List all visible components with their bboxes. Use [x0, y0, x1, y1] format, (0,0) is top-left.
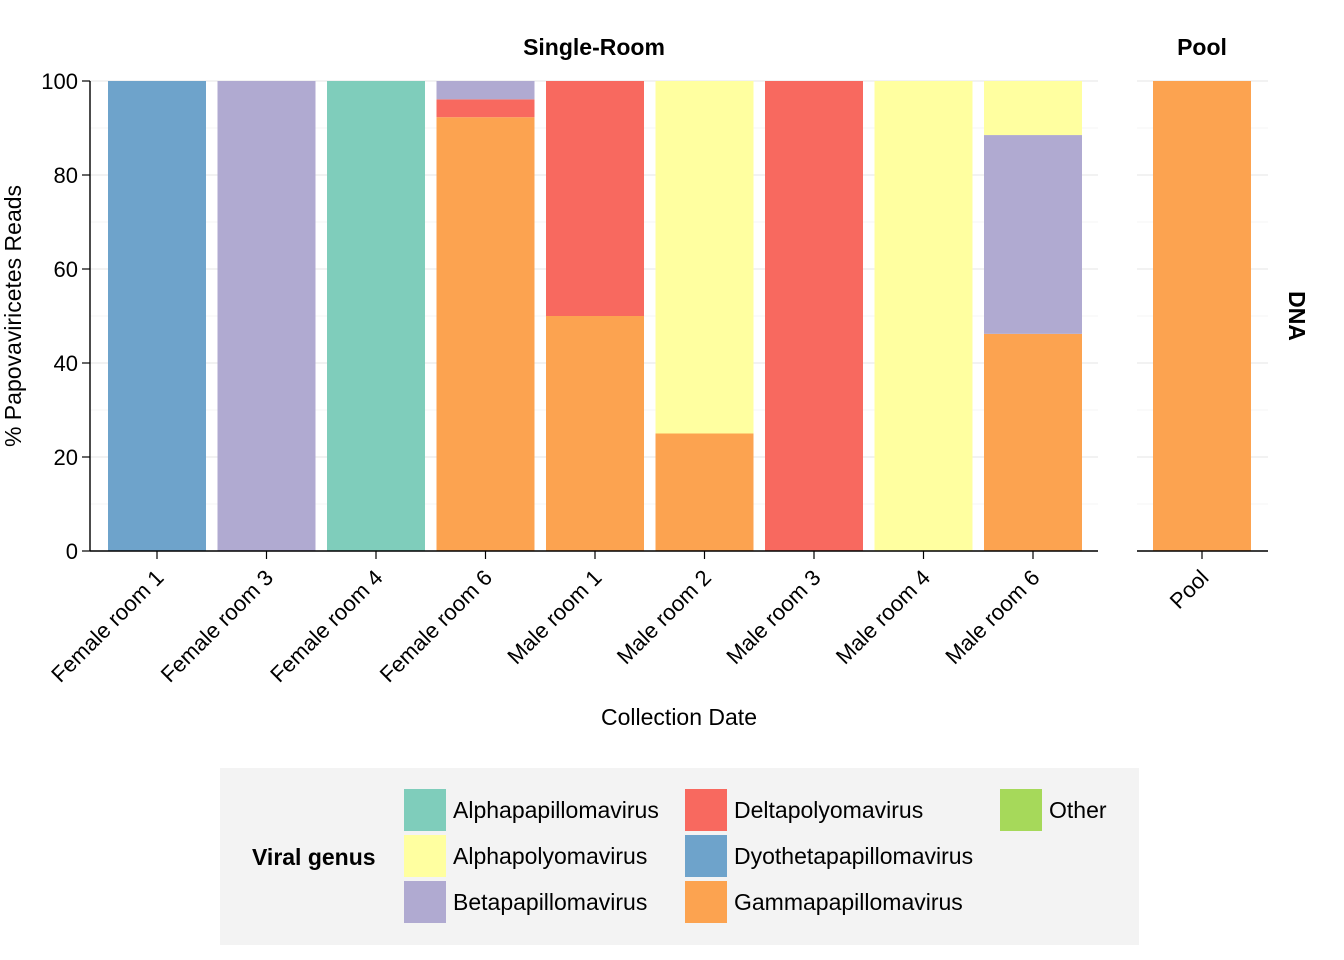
- legend-item-alphapapillomavirus: Alphapapillomavirus: [404, 789, 659, 831]
- legend-label: Betapapillomavirus: [453, 888, 648, 915]
- x-tick-label: Male room 4: [831, 565, 935, 669]
- x-tick-label: Male room 6: [940, 565, 1044, 669]
- bar-segment: [546, 81, 644, 316]
- panel-title-pool: Pool: [1177, 34, 1227, 60]
- legend-item-dyothetapapillomavirus: Dyothetapapillomavirus: [685, 835, 973, 877]
- x-tick-label: Male room 2: [612, 565, 716, 669]
- legend-item-alphapolyomavirus: Alphapolyomavirus: [404, 835, 647, 877]
- x-tick-label: Female room 6: [375, 565, 497, 687]
- y-tick-label: 100: [41, 69, 78, 94]
- bar-segment: [655, 433, 754, 551]
- bar-segment: [108, 81, 206, 551]
- panel-title-single-room: Single-Room: [523, 34, 665, 60]
- legend-swatch: [685, 835, 727, 877]
- bar-segment: [217, 81, 316, 551]
- strip-right-label: DNA: [1284, 291, 1310, 341]
- bar-segment: [546, 316, 644, 551]
- legend-label: Alphapolyomavirus: [453, 842, 648, 869]
- bar-segment: [1153, 81, 1251, 551]
- legend-swatch: [685, 789, 727, 831]
- y-tick-label: 40: [54, 351, 78, 376]
- legend-swatch: [404, 881, 446, 923]
- legend-item-gammapapillomavirus: Gammapapillomavirus: [685, 881, 963, 923]
- bar-segment: [874, 81, 973, 551]
- bar-segment: [984, 135, 1082, 334]
- bar-segment: [984, 81, 1082, 136]
- x-tick-label: Pool: [1165, 565, 1214, 614]
- y-tick-label: 80: [54, 163, 78, 188]
- legend-item-deltapolyomavirus: Deltapolyomavirus: [685, 789, 923, 831]
- legend-swatch: [1000, 789, 1042, 831]
- bar-segment: [765, 81, 863, 551]
- bar-segment: [984, 333, 1082, 551]
- legend-title: Viral genus: [252, 844, 376, 870]
- legend: Viral genus Alphapapillomavirus Alphapol…: [220, 768, 1139, 945]
- x-tick-label: Male room 3: [721, 565, 825, 669]
- legend-swatch: [685, 881, 727, 923]
- legend-label: Deltapolyomavirus: [734, 796, 924, 823]
- legend-swatch: [404, 789, 446, 831]
- bars-layer: [108, 81, 1251, 551]
- legend-swatch: [404, 835, 446, 877]
- y-tick-label: 20: [54, 445, 78, 470]
- y-tick-label: 60: [54, 257, 78, 282]
- legend-label: Dyothetapapillomavirus: [734, 842, 974, 869]
- bar-segment: [436, 117, 535, 551]
- bar-segment: [327, 81, 425, 551]
- x-tick-label: Male room 1: [502, 565, 606, 669]
- x-tick-label: Female room 3: [156, 565, 278, 687]
- bar-segment: [655, 81, 754, 434]
- bar-segment: [436, 99, 535, 118]
- legend-label: Other: [1049, 796, 1107, 823]
- y-tick-label: 0: [66, 539, 78, 564]
- x-axis-label: Collection Date: [601, 704, 757, 730]
- legend-item-betapapillomavirus: Betapapillomavirus: [404, 881, 647, 923]
- legend-label: Alphapapillomavirus: [453, 796, 659, 823]
- y-axis-label: % Papovaviricetes Reads: [0, 185, 26, 447]
- x-tick-label: Female room 4: [265, 565, 387, 687]
- legend-item-other: Other: [1000, 789, 1107, 831]
- x-tick-label: Female room 1: [46, 565, 168, 687]
- legend-label: Gammapapillomavirus: [734, 888, 963, 915]
- bar-segment: [436, 81, 535, 100]
